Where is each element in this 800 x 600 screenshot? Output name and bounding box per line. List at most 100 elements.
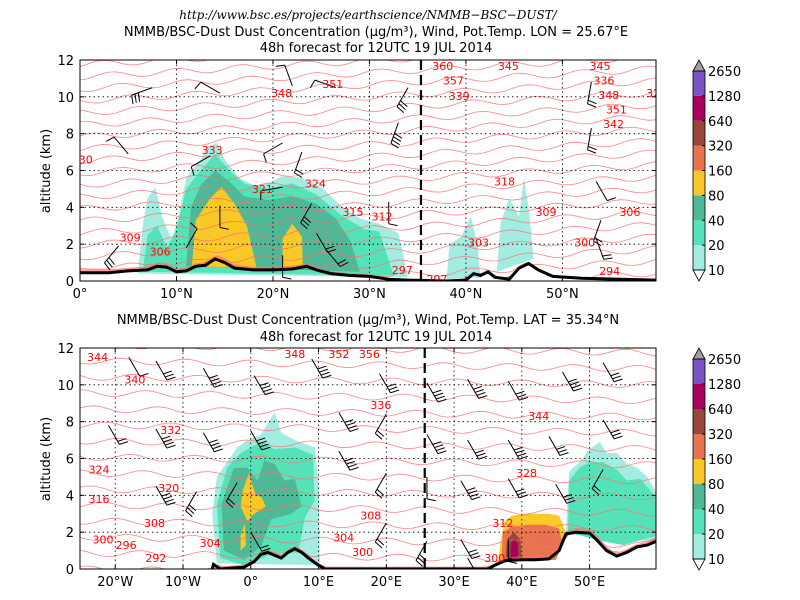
x-tick-label: 50°E <box>574 575 605 590</box>
colorbar-segment <box>693 195 705 221</box>
barb-shaft <box>155 360 168 381</box>
colorbar-tick-label: 10 <box>708 264 725 279</box>
wind-barb <box>379 373 400 394</box>
barb-shaft <box>128 356 141 377</box>
barb-feather <box>587 99 597 105</box>
theta-label: 357 <box>443 75 464 88</box>
colorbar-tick-label: 2650 <box>708 353 741 368</box>
wind-barb <box>595 238 613 260</box>
wind-barb <box>591 469 604 495</box>
wind-barb <box>587 82 597 108</box>
dust-area-640 <box>510 538 519 560</box>
barb-feather <box>612 375 622 380</box>
theta-label: 308 <box>360 510 381 523</box>
wind-barb <box>507 439 528 460</box>
theta-contour-303 <box>80 233 656 270</box>
barb-feather <box>259 443 269 448</box>
colorbar-segment <box>693 434 705 459</box>
y-tick-label: 0 <box>66 275 74 290</box>
barb-feather <box>474 389 484 393</box>
barb-feather <box>261 547 271 552</box>
colorbar-over-arrow <box>692 59 706 72</box>
barb-shaft <box>250 430 263 451</box>
barb-feather <box>134 93 137 103</box>
colorbar-segment <box>693 120 705 146</box>
barb-shaft <box>155 485 168 506</box>
barb-feather <box>374 541 383 549</box>
colorbar-over-arrow <box>692 347 706 360</box>
barb-shaft <box>467 379 480 399</box>
barb-feather <box>466 487 476 492</box>
barb-feather <box>593 240 602 247</box>
wind-barb <box>315 232 337 253</box>
barb-feather <box>568 378 577 383</box>
theta-label: 342 <box>603 118 624 131</box>
barb-feather <box>325 245 335 250</box>
barb-feather <box>344 419 354 423</box>
barb-feather <box>163 370 173 375</box>
barb-feather <box>190 222 198 230</box>
barb-feather <box>300 222 308 230</box>
dust-area-80 <box>240 473 266 522</box>
barb-feather <box>390 389 400 394</box>
barb-feather <box>376 538 385 546</box>
theta-contour-312 <box>80 501 656 517</box>
barb-shaft <box>587 128 592 150</box>
theta-contour-336 <box>80 405 656 421</box>
x-tick-label: 10°W <box>165 575 201 590</box>
colorbar-tick-label: 10 <box>708 553 725 568</box>
barb-feather <box>386 383 396 388</box>
theta-contour-333 <box>80 115 656 152</box>
theta-contour-330 <box>80 126 656 165</box>
barb-feather <box>139 372 149 377</box>
barb-shaft <box>311 358 324 379</box>
wind-barb <box>185 491 197 518</box>
theta-label: 336 <box>370 399 391 412</box>
theta-label: 296 <box>116 539 137 552</box>
barb-feather <box>219 227 229 230</box>
barb-feather <box>436 395 445 400</box>
barb-feather <box>319 368 328 373</box>
barb-shaft <box>426 382 439 403</box>
barb-feather <box>261 446 271 451</box>
barb-shaft <box>415 541 428 561</box>
wind-barb <box>155 485 176 506</box>
barb-feather <box>610 429 620 434</box>
barb-feather <box>320 371 330 376</box>
barb-shaft <box>104 245 119 264</box>
colorbar-tick-label: 160 <box>708 165 733 180</box>
y-tick-label: 6 <box>66 453 74 468</box>
barb-shaft <box>250 531 263 552</box>
barb-feather <box>164 441 174 446</box>
wind-barb <box>390 122 403 149</box>
barb-shaft <box>595 181 608 201</box>
colorbar-tick-label: 320 <box>708 428 733 443</box>
theta-contour-309 <box>80 210 656 249</box>
wind-barb <box>426 476 436 502</box>
barb-feather <box>390 142 399 149</box>
x-tick-label: 20°E <box>371 575 402 590</box>
wind-barb <box>415 541 428 567</box>
theta-contour-345 <box>80 65 656 104</box>
y-tick-label: 12 <box>57 54 74 69</box>
barb-feather <box>374 491 383 499</box>
y-tick-label: 6 <box>66 165 74 180</box>
theta-label: 360 <box>432 60 453 73</box>
x-tick-label: 0° <box>73 287 88 302</box>
barb-feather <box>587 103 597 108</box>
barb-feather <box>259 544 269 549</box>
theta-label: 345 <box>590 60 611 73</box>
colorbar-tick-label: 40 <box>708 214 725 229</box>
x-tick-label: 20°W <box>97 575 133 590</box>
y-tick-label: 8 <box>66 416 74 431</box>
x-tick-label: 20°N <box>257 287 290 302</box>
colorbar-tick-label: 1280 <box>708 90 741 105</box>
barb-feather <box>337 259 347 265</box>
barb-feather <box>591 488 600 495</box>
wind-barb <box>202 368 224 388</box>
barb-feather <box>437 450 447 455</box>
barb-feather <box>275 64 285 67</box>
y-tick-label: 2 <box>66 526 74 541</box>
barb-shaft <box>315 232 328 253</box>
